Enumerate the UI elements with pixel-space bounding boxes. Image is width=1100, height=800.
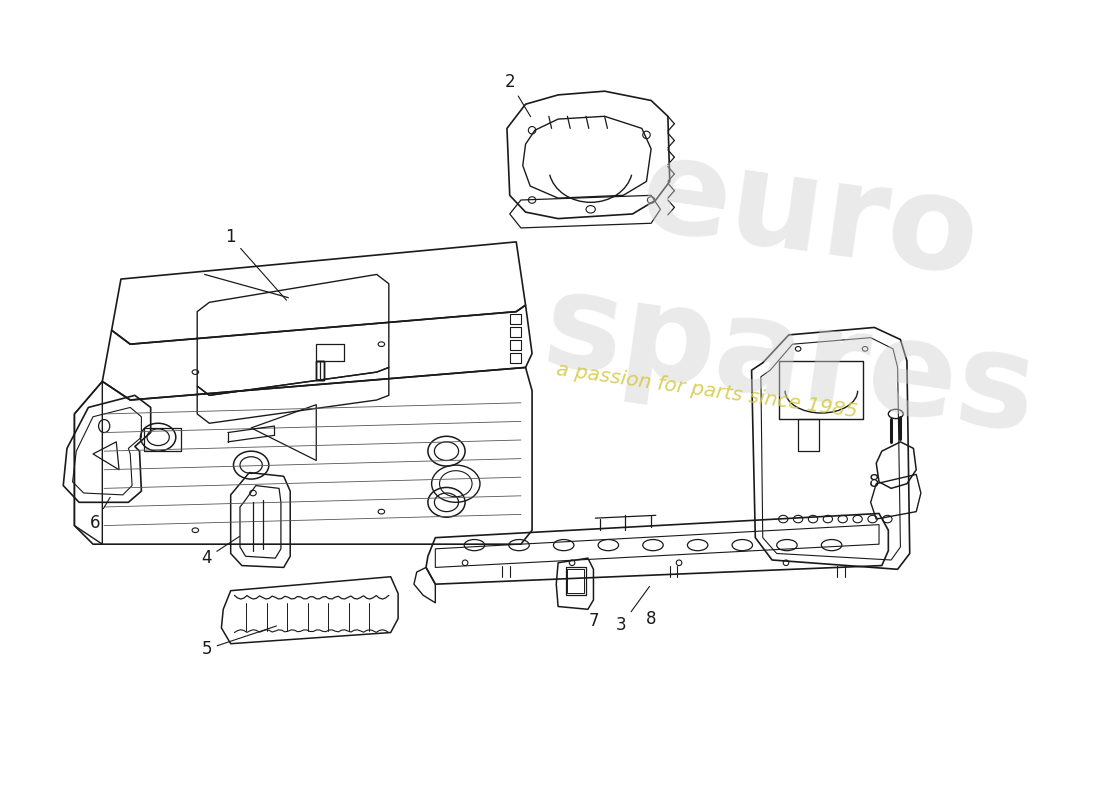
Text: 2: 2 bbox=[505, 73, 530, 117]
Text: 8: 8 bbox=[646, 610, 657, 627]
Text: euro
spares: euro spares bbox=[536, 118, 1065, 458]
Text: 4: 4 bbox=[201, 537, 240, 567]
Text: 3: 3 bbox=[616, 586, 649, 634]
Text: 5: 5 bbox=[201, 626, 276, 658]
Text: 1: 1 bbox=[226, 228, 286, 300]
Bar bbox=[317, 361, 323, 379]
Text: 7: 7 bbox=[588, 612, 598, 630]
Text: a passion for parts since 1985: a passion for parts since 1985 bbox=[556, 360, 859, 422]
Bar bbox=[317, 344, 344, 361]
Text: 6: 6 bbox=[89, 498, 110, 532]
Bar bbox=[780, 361, 864, 418]
Bar bbox=[317, 361, 323, 379]
Bar bbox=[568, 570, 584, 594]
Bar bbox=[509, 314, 521, 324]
Bar bbox=[317, 361, 323, 379]
Bar bbox=[317, 361, 323, 379]
Bar bbox=[565, 567, 586, 595]
Bar bbox=[509, 354, 521, 362]
Bar bbox=[509, 341, 521, 350]
Bar bbox=[144, 428, 182, 451]
Bar bbox=[509, 327, 521, 337]
Text: 8: 8 bbox=[869, 473, 880, 491]
Bar bbox=[799, 418, 818, 451]
